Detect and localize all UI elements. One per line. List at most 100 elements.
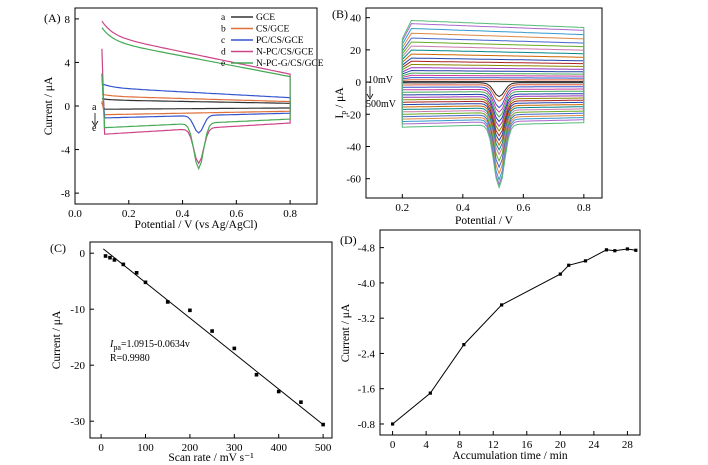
panel-c-r-value: R=0.9980 — [110, 353, 150, 364]
panel-c-point — [103, 254, 108, 258]
panel-c-point — [299, 400, 303, 404]
panel-d: (D) 0 4 8 12 16 20 24 28 -4.8 -4.0 -3.2 -2.4 -1.6 -0.… — [340, 229, 641, 462]
panel-b-rate-bottom: 500mV — [366, 99, 397, 110]
panel-d-point — [500, 303, 504, 307]
panel-c-point — [210, 329, 214, 333]
panel-c-x-tick-label: 300 — [226, 442, 243, 454]
panel-b-x-tick-label: 0.8 — [577, 202, 591, 214]
panel-d-x-tick-label: 8 — [457, 439, 463, 451]
panel-c-x-tick-label: 100 — [137, 442, 154, 454]
panel-a-series-b — [101, 93, 291, 116]
panel-b-y-tick-label: 40 — [350, 13, 362, 25]
panel-b-y-tick-label: -60 — [346, 174, 361, 186]
panel-d-x-tick-label: 0 — [390, 439, 396, 451]
panel-b-x-tick-label: 0.2 — [395, 202, 409, 214]
panel-a-legend-letter: c — [221, 36, 225, 46]
panel-a-x-tick-label: 0.8 — [283, 208, 297, 220]
panel-d-point — [604, 248, 609, 252]
panel-d-xlabel: Accumulation time / min — [452, 450, 568, 462]
panel-d-point — [428, 391, 432, 395]
panel-a-label: (A) — [44, 11, 61, 25]
svg-text:Ip / μA: Ip / μA — [334, 87, 348, 119]
panel-d-ylabel: Current / μA — [340, 303, 352, 362]
panel-c-x-tick-label: 400 — [270, 442, 287, 454]
panel-c-equation: Ipa=1.0915-0.0634v — [109, 339, 190, 352]
panel-b-y-tick-label: -40 — [346, 141, 361, 153]
panel-d-point — [634, 248, 638, 252]
panel-d-x-tick-label: 12 — [488, 439, 499, 451]
panel-a-y-tick-label: 8 — [65, 14, 71, 26]
panel-c-point — [276, 389, 281, 394]
panel-c-frame — [89, 241, 333, 439]
panel-a-x-tick-label: 0.0 — [68, 208, 82, 220]
panel-c-point — [188, 308, 192, 313]
panel-a-x-tick-label: 0.2 — [122, 208, 136, 220]
panel-c-y-tick-label: -20 — [70, 360, 85, 372]
panel-c-y-tick-label: -30 — [70, 416, 85, 428]
panel-d-y-tick-label: -2.4 — [358, 348, 376, 360]
panel-a-annotation-e: e — [92, 123, 97, 134]
panel-c-x-tick-label: 0 — [98, 442, 104, 454]
panel-c-point — [143, 280, 148, 285]
panel-b-ylabel: Ip / μA — [334, 87, 348, 119]
panel-d-point — [462, 343, 466, 347]
panel-c-point — [112, 258, 117, 262]
panel-b-y-tick-label: 0 — [356, 77, 362, 89]
panel-c-point — [134, 271, 139, 275]
panel-d-y-tick-label: -3.2 — [358, 313, 375, 325]
panel-b-label: (B) — [332, 7, 348, 21]
panel-a-x-tick-label: 0.4 — [176, 208, 190, 220]
panel-d-x-tick-label: 24 — [588, 439, 600, 451]
panel-b-y-tick-label: 20 — [350, 45, 362, 57]
panel-c-xlabel: Scan rate / mV s⁻¹ — [168, 452, 254, 464]
panel-b: (B) 0.2 0.4 0.6 0.8 40 20 0 -20 -40 -60 10mV 500m… — [332, 7, 603, 227]
panel-a-xlabel: Potential / V (vs Ag/AgCl) — [135, 219, 258, 231]
panel-b-frame — [365, 7, 603, 199]
panel-d-point — [625, 247, 630, 251]
panel-a-legend-label: N-PC/CS/GCE — [256, 48, 314, 58]
panel-a-y-tick-label: 4 — [65, 57, 71, 69]
panel-d-y-tick-label: -4.0 — [358, 278, 376, 290]
panel-d-point — [567, 263, 571, 267]
panel-a-series-e — [101, 27, 291, 171]
panel-a-legend-label: N-PC-G/CS/GCE — [256, 59, 324, 69]
panel-b-x-tick-label: 0.4 — [456, 202, 470, 214]
panel-d-line — [392, 248, 636, 425]
panel-a-legend-label: GCE — [256, 13, 275, 23]
panel-d-y-tick-label: -0.8 — [358, 419, 376, 431]
panel-a-legend-letter: d — [221, 48, 226, 58]
panel-d-point — [558, 272, 562, 276]
panel-a-ylabel: Current / μA — [43, 76, 55, 135]
panel-b-cv-curve — [401, 19, 585, 190]
panel-c-y-tick-label: -10 — [70, 304, 85, 316]
panel-c-y-tick-label: 0 — [80, 248, 86, 260]
panel-d-point — [613, 249, 617, 253]
panel-a-legend-letter: b — [221, 25, 226, 35]
panel-c-point — [321, 422, 325, 427]
panel-a-legend-label: PC/CS/GCE — [256, 36, 304, 46]
panel-b-arrow-head-icon — [366, 93, 374, 100]
panel-a-y-tick-label: -4 — [61, 145, 71, 157]
panel-c-x-tick-label: 200 — [182, 442, 199, 454]
panel-a-annotation-a: a — [92, 102, 97, 113]
panel-b-y-tick-label: -20 — [346, 109, 361, 121]
panel-c-point — [232, 346, 237, 351]
panel-a-legend-letter: e — [221, 59, 225, 69]
panel-c-point — [165, 300, 170, 304]
panel-a-legend-label: CS/GCE — [256, 25, 289, 35]
panel-b-xlabel: Potential / V — [455, 215, 514, 227]
panel-c-ylabel: Current / μA — [51, 310, 63, 369]
panel-a-y-tick-label: 0 — [65, 101, 71, 113]
panel-d-x-tick-label: 16 — [521, 439, 533, 451]
panel-a-legend-letter: a — [221, 13, 226, 23]
panel-c-fit-line — [103, 248, 324, 425]
panel-d-x-tick-label: 4 — [423, 439, 429, 451]
panel-a-y-tick-label: -8 — [61, 188, 71, 200]
panel-d-x-tick-label: 28 — [622, 439, 634, 451]
panel-c-point — [254, 372, 259, 377]
panel-d-frame — [379, 229, 641, 436]
panel-b-x-tick-label: 0.6 — [516, 202, 530, 214]
panel-c-label: (C) — [50, 241, 66, 255]
panel-a-arrow-head-icon — [91, 120, 99, 127]
